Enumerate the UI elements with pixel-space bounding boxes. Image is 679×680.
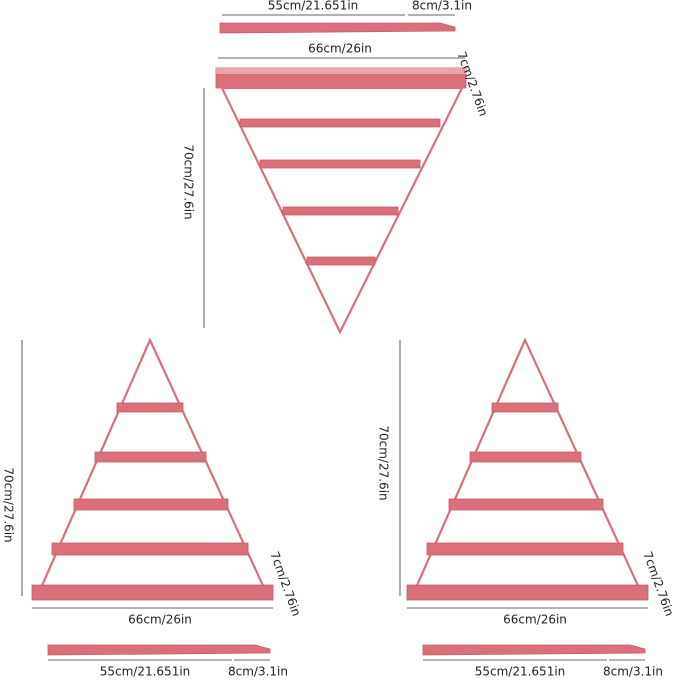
shelf [259, 159, 421, 169]
shelf [491, 402, 559, 413]
shelf [306, 256, 376, 266]
shelf [282, 206, 399, 216]
shelf-length: 55cm/21.651in [268, 0, 359, 13]
shelf-bar [422, 644, 646, 656]
view-left: 70cm/27.6in 66cm/26in 7cm/2.76in 55cm/21… [2, 337, 304, 679]
shelf [448, 498, 604, 511]
shelf-bar [219, 22, 456, 34]
shelf [94, 451, 207, 463]
shelf [73, 498, 229, 511]
shelf-length: 55cm/21.651in [100, 665, 191, 679]
height: 70cm/27.6in [182, 144, 196, 219]
width: 66cm/26in [128, 613, 192, 627]
shelf [51, 542, 249, 556]
shelf [406, 584, 649, 601]
lip-length: 8cm/3.1in [412, 0, 472, 13]
view-right: 70cm/27.6in 66cm/26in 7cm/2.76in 55cm/21… [377, 337, 677, 679]
shelf [216, 68, 466, 74]
lip-length: 8cm/3.1in [228, 665, 288, 679]
height: 70cm/27.6in [2, 467, 16, 542]
width: 66cm/26in [308, 42, 372, 56]
shelf [426, 542, 624, 556]
frame [220, 86, 464, 335]
shelf [239, 118, 441, 128]
width: 66cm/26in [503, 613, 567, 627]
shelf [31, 584, 274, 601]
shelf [469, 451, 582, 463]
view-top: 55cm/21.651in 8cm/3.1in 66cm/26in 70cm/2… [182, 0, 491, 335]
height: 70cm/27.6in [377, 425, 391, 500]
shelf-length: 55cm/21.651in [475, 665, 566, 679]
lip-length: 8cm/3.1in [603, 665, 663, 679]
shelf-bar [47, 644, 271, 656]
shelf [116, 402, 184, 413]
